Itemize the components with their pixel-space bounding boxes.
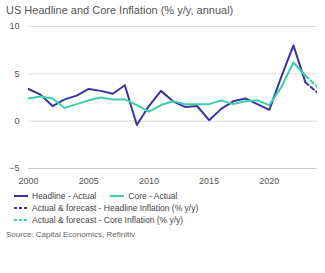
svg-text:2005: 2005 [79,176,99,186]
svg-text:2015: 2015 [199,176,219,186]
svg-text:0: 0 [14,116,19,126]
svg-text:10: 10 [9,21,19,31]
html-text:Source: Capital Economics, Ref: Source: Capital Economics, Refinitiv [6,230,135,239]
html-text:Actual & forecast - Core Infla: Actual & forecast - Core Inflation (% y/… [32,215,184,225]
html-text:Actual & forecast - Headline I: Actual & forecast - Headline Inflation (… [32,203,199,213]
svg-text:2020: 2020 [259,176,279,186]
html-text:Core - Actual: Core - Actual [128,191,178,201]
html-text:Headline - Actual: Headline - Actual [32,191,97,201]
html-text:US Headline and Core Inflation: US Headline and Core Inflation (% y/y, a… [6,4,234,16]
svg-text:5: 5 [14,69,19,79]
svg-text:−5: −5 [9,163,19,173]
svg-text:2010: 2010 [139,176,159,186]
svg-text:2000: 2000 [18,176,38,186]
